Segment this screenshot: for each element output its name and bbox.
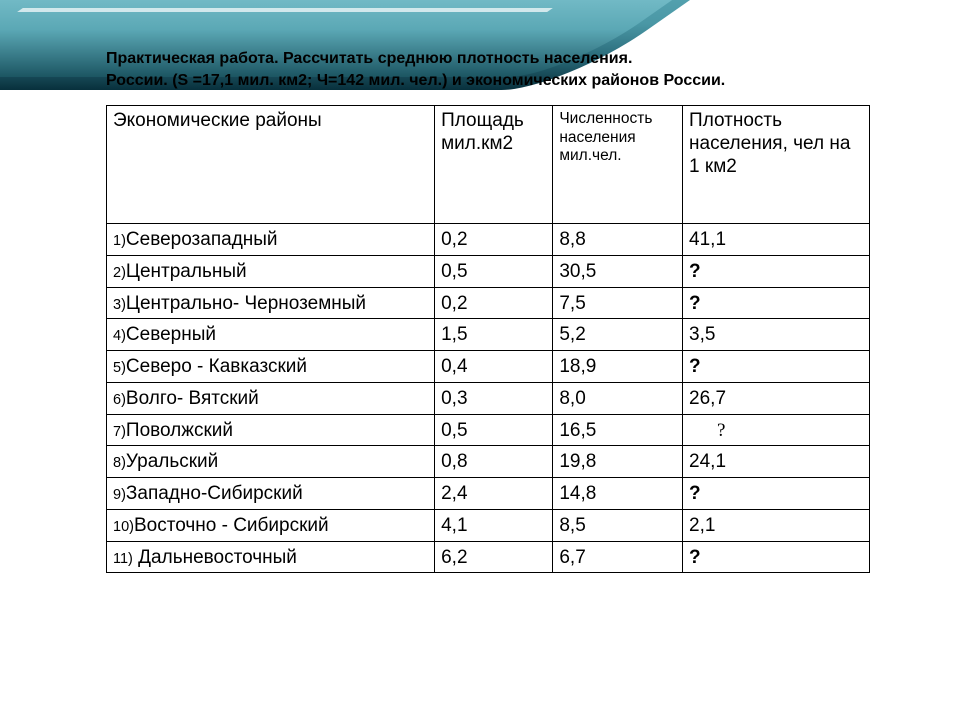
cell-area: 0,5: [435, 414, 553, 446]
slide-title: Практическая работа. Рассчитать среднюю …: [106, 48, 870, 91]
header-density: Плотность населения, чел на 1 км2: [683, 106, 870, 224]
cell-region: 9)Западно-Сибирский: [107, 478, 435, 510]
cell-population: 30,5: [553, 255, 683, 287]
table-row: 5)Северо - Кавказский0,418,9?: [107, 351, 870, 383]
title-line-1: Практическая работа. Рассчитать среднюю …: [106, 50, 632, 67]
cell-region: 8)Уральский: [107, 446, 435, 478]
cell-density: 41,1: [683, 224, 870, 256]
cell-area: 0,5: [435, 255, 553, 287]
table-row: 1)Северозападный0,28,841,1: [107, 224, 870, 256]
cell-density: ?: [683, 541, 870, 573]
cell-population: 6,7: [553, 541, 683, 573]
cell-area: 0,2: [435, 224, 553, 256]
cell-region: 6)Волго- Вятский: [107, 382, 435, 414]
density-table: Экономические районы Площадь мил.км2 Чис…: [106, 105, 870, 573]
cell-density: 26,7: [683, 382, 870, 414]
cell-population: 8,0: [553, 382, 683, 414]
cell-density: ?: [683, 478, 870, 510]
cell-area: 0,8: [435, 446, 553, 478]
cell-area: 0,4: [435, 351, 553, 383]
cell-area: 6,2: [435, 541, 553, 573]
cell-density: ?: [683, 287, 870, 319]
cell-region: 10)Восточно - Сибирский: [107, 509, 435, 541]
cell-density: 24,1: [683, 446, 870, 478]
slide-content: Практическая работа. Рассчитать среднюю …: [106, 48, 870, 573]
cell-area: 0,3: [435, 382, 553, 414]
table-body: 1)Северозападный0,28,841,12)Центральный0…: [107, 224, 870, 573]
cell-region: 4)Северный: [107, 319, 435, 351]
cell-population: 19,8: [553, 446, 683, 478]
cell-population: 16,5: [553, 414, 683, 446]
table-row: 6)Волго- Вятский0,38,026,7: [107, 382, 870, 414]
table-row: 3)Центрально- Черноземный0,27,5?: [107, 287, 870, 319]
cell-region: 3)Центрально- Черноземный: [107, 287, 435, 319]
table-row: 7)Поволжский0,516,5?: [107, 414, 870, 446]
cell-density: 3,5: [683, 319, 870, 351]
cell-region: 1)Северозападный: [107, 224, 435, 256]
header-area: Площадь мил.км2: [435, 106, 553, 224]
table-row: 2)Центральный0,530,5?: [107, 255, 870, 287]
cell-population: 8,5: [553, 509, 683, 541]
table-row: 11) Дальневосточный6,26,7?: [107, 541, 870, 573]
cell-region: 11) Дальневосточный: [107, 541, 435, 573]
cell-region: 7)Поволжский: [107, 414, 435, 446]
cell-area: 1,5: [435, 319, 553, 351]
title-line-2: России. (S =17,1 мил. км2; Ч=142 мил. че…: [106, 72, 725, 89]
header-population: Численность населения мил.чел.: [553, 106, 683, 224]
table-row: 4)Северный1,55,23,5: [107, 319, 870, 351]
cell-region: 2)Центральный: [107, 255, 435, 287]
cell-population: 14,8: [553, 478, 683, 510]
cell-population: 8,8: [553, 224, 683, 256]
cell-density: ?: [683, 255, 870, 287]
table-row: 8)Уральский0,819,824,1: [107, 446, 870, 478]
cell-area: 0,2: [435, 287, 553, 319]
header-row: Экономические районы Площадь мил.км2 Чис…: [107, 106, 870, 224]
cell-density: ?: [683, 414, 870, 446]
cell-population: 7,5: [553, 287, 683, 319]
cell-area: 4,1: [435, 509, 553, 541]
table-row: 9)Западно-Сибирский2,414,8?: [107, 478, 870, 510]
cell-density: 2,1: [683, 509, 870, 541]
cell-population: 5,2: [553, 319, 683, 351]
decorative-banner: [0, 0, 960, 36]
header-regions: Экономические районы: [107, 106, 435, 224]
cell-region: 5)Северо - Кавказский: [107, 351, 435, 383]
cell-density: ?: [683, 351, 870, 383]
table-row: 10)Восточно - Сибирский4,18,52,1: [107, 509, 870, 541]
cell-area: 2,4: [435, 478, 553, 510]
cell-population: 18,9: [553, 351, 683, 383]
